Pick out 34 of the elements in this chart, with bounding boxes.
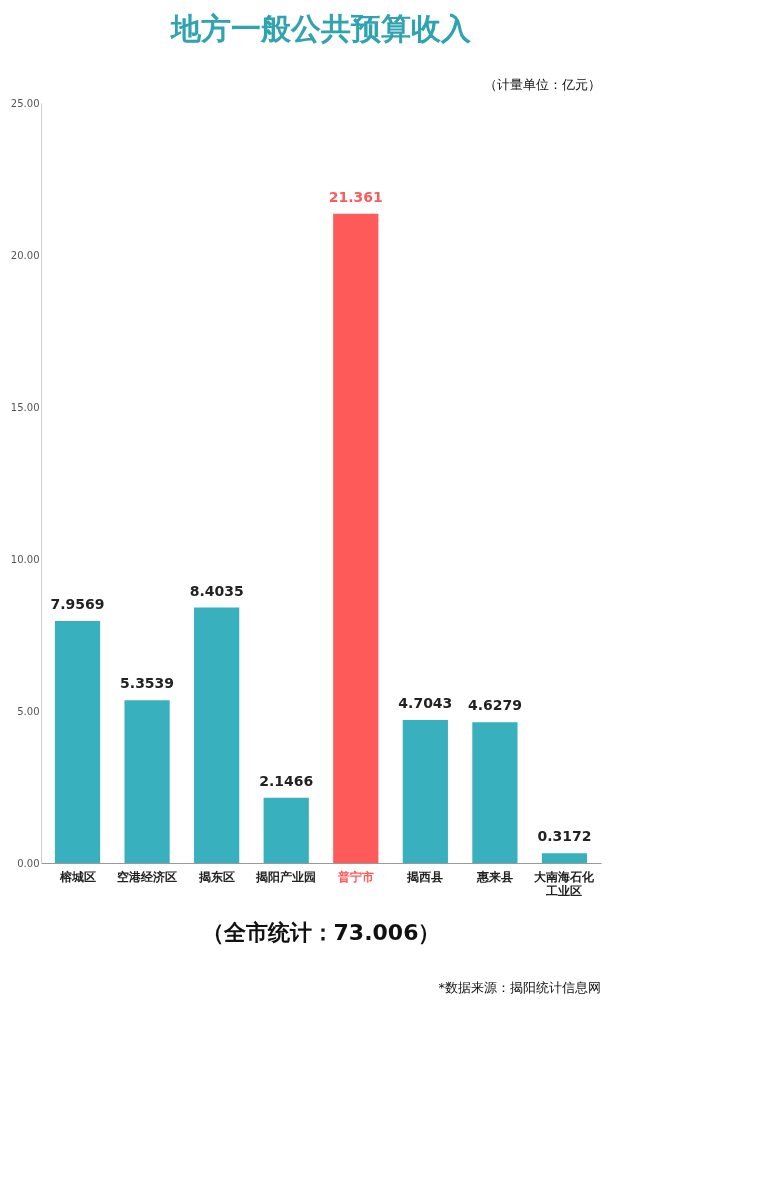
- y-tick-label: 15.00: [10, 401, 40, 413]
- x-tick-label: 揭阳产业园: [255, 869, 317, 884]
- text: *数据来源：揭阳统计信息网: [438, 980, 601, 995]
- data-label: 21.361: [328, 188, 383, 205]
- bar: [402, 719, 448, 863]
- data-label: 0.3172: [537, 828, 592, 845]
- y-tick-label: 20.00: [10, 249, 40, 261]
- x-tick-label: 揭西县: [406, 869, 444, 884]
- bar: [194, 607, 240, 863]
- text: （计量单位：亿元）: [484, 77, 601, 92]
- x-tick-label: 空港经济区: [117, 869, 178, 884]
- bar: [54, 621, 101, 863]
- data-label: 4.6279: [467, 697, 522, 714]
- x-tick-label: 普宁市: [336, 869, 374, 884]
- data-label: 2.1466: [259, 772, 314, 789]
- bar: [263, 797, 309, 863]
- bar: [541, 853, 588, 863]
- data-label: 8.4035: [189, 582, 244, 599]
- bar: [124, 700, 170, 863]
- x-tick-label: 大南海石化工业区: [534, 869, 596, 898]
- bar: [472, 722, 518, 863]
- data-label: 5.3539: [120, 675, 175, 692]
- text: （全市统计：73.006）: [201, 920, 441, 945]
- x-tick-label: 惠来县: [475, 869, 513, 884]
- y-tick-label: 0.00: [17, 857, 40, 869]
- y-tick-label: 10.00: [10, 553, 40, 565]
- data-label: 7.9569: [50, 596, 105, 613]
- bar: [333, 213, 379, 863]
- data-label: 4.7043: [398, 694, 453, 711]
- y-tick-label: 5.00: [17, 705, 40, 717]
- chart-title: 地方一般公共预算收入: [169, 11, 472, 46]
- x-tick-label: 揭东区: [197, 869, 235, 884]
- x-tick-label: 榕城区: [58, 869, 96, 884]
- y-tick-label: 25.00: [10, 97, 40, 109]
